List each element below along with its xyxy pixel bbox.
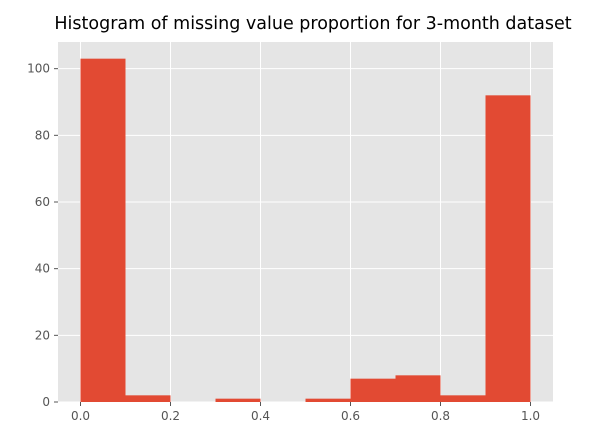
y-tick-label: 60 [35, 195, 50, 209]
y-axis-ticks: 0 20 40 60 80 100 [27, 62, 58, 409]
histogram-bars [80, 58, 531, 403]
histogram-bar [80, 58, 126, 403]
histogram-bar [125, 395, 171, 402]
x-tick-label: 1.0 [521, 409, 540, 423]
x-tick-label: 0.0 [71, 409, 90, 423]
y-tick-label: 40 [35, 262, 50, 276]
x-axis-ticks: 0.0 0.2 0.4 0.6 0.8 1.0 [71, 402, 540, 423]
y-tick-label: 100 [27, 62, 50, 76]
y-tick-label: 20 [35, 328, 50, 342]
y-tick-label: 0 [42, 395, 50, 409]
x-tick-label: 0.6 [341, 409, 360, 423]
plot-area [58, 42, 553, 402]
histogram-bar [305, 398, 351, 402]
histogram-bar [350, 378, 396, 402]
x-tick-label: 0.2 [161, 409, 180, 423]
y-tick-label: 80 [35, 128, 50, 142]
x-tick-label: 0.8 [431, 409, 450, 423]
chart-title: Histogram of missing value proportion fo… [54, 14, 571, 34]
histogram-bar [485, 95, 531, 402]
histogram-bar [395, 375, 441, 402]
x-tick-label: 0.4 [251, 409, 270, 423]
histogram-bar [440, 395, 486, 402]
histogram-bar [215, 398, 261, 402]
